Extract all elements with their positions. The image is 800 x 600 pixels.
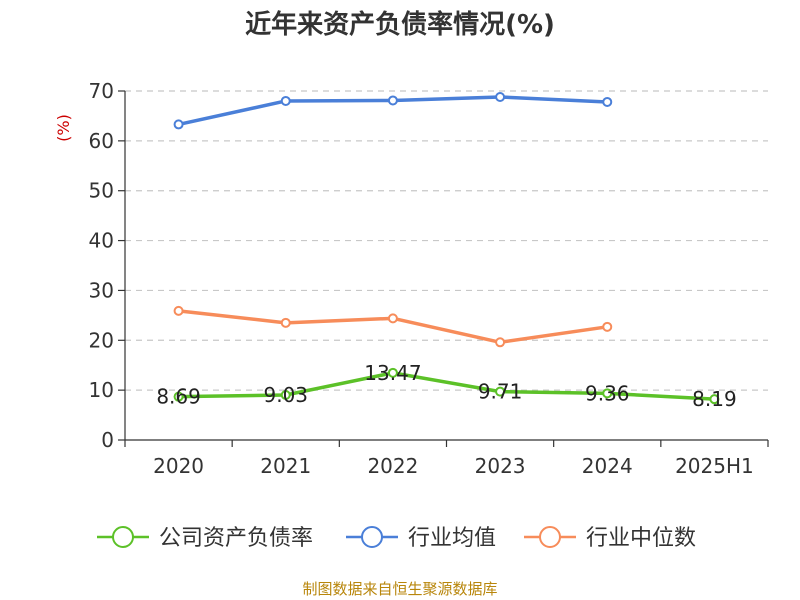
x-tick-label: 2020 <box>153 454 204 478</box>
data-point <box>387 95 398 106</box>
y-axis-label: (%) <box>54 114 73 142</box>
legend: 公司资产负债率 行业均值 行业中位数 <box>97 526 696 551</box>
legend-label: 行业中位数 <box>586 526 696 551</box>
y-tick-label: 0 <box>101 428 114 452</box>
y-tick-label: 30 <box>89 278 114 302</box>
data-point <box>495 91 506 102</box>
series-group: 8.69 9.03 13.47 9.71 9.36 8.19 <box>156 91 737 411</box>
data-point <box>173 119 184 130</box>
axes: 0 10 20 30 40 50 60 70 2020 2021 2022 2023 2024 2025H… <box>89 79 769 478</box>
data-point <box>495 386 506 397</box>
y-tick-label: 50 <box>89 179 114 203</box>
chart-title: 近年来资产负债率情况(%) <box>245 9 555 40</box>
gridlines <box>125 90 768 391</box>
x-tick-label: 2022 <box>367 454 418 478</box>
legend-swatch-marker <box>112 526 134 548</box>
y-tick-label: 20 <box>89 328 114 352</box>
data-point <box>173 305 184 316</box>
legend-label: 行业均值 <box>408 526 496 551</box>
data-point <box>602 321 613 332</box>
data-label: 9.36 <box>585 381 630 405</box>
data-label: 8.19 <box>692 387 737 411</box>
data-point <box>495 337 506 348</box>
data-point <box>602 388 613 399</box>
x-tick-label: 2024 <box>582 454 633 478</box>
y-tick-label: 60 <box>89 129 114 153</box>
x-tick-label: 2021 <box>260 454 311 478</box>
legend-label: 公司资产负债率 <box>159 526 313 551</box>
y-tick-label: 70 <box>89 79 114 103</box>
data-point <box>280 95 291 106</box>
series-line <box>176 371 717 401</box>
y-tick-label: 40 <box>89 229 114 253</box>
data-label: 13.47 <box>364 361 421 385</box>
data-label: 8.69 <box>156 385 201 409</box>
data-point <box>602 96 613 107</box>
data-point <box>709 394 720 405</box>
data-point <box>173 391 184 402</box>
data-point <box>387 313 398 324</box>
x-tick-label: 2025H1 <box>675 454 754 478</box>
legend-swatch-marker <box>361 526 383 548</box>
data-label: 9.71 <box>478 380 523 404</box>
y-tick-label: 10 <box>89 378 114 402</box>
x-tick-label: 2023 <box>475 454 526 478</box>
legend-swatch-marker <box>539 526 561 548</box>
data-point <box>280 389 291 400</box>
data-label: 9.03 <box>263 383 308 407</box>
source-note: 制图数据来自恒生聚源数据库 <box>302 580 497 598</box>
data-point <box>280 317 291 328</box>
data-point <box>387 367 398 378</box>
